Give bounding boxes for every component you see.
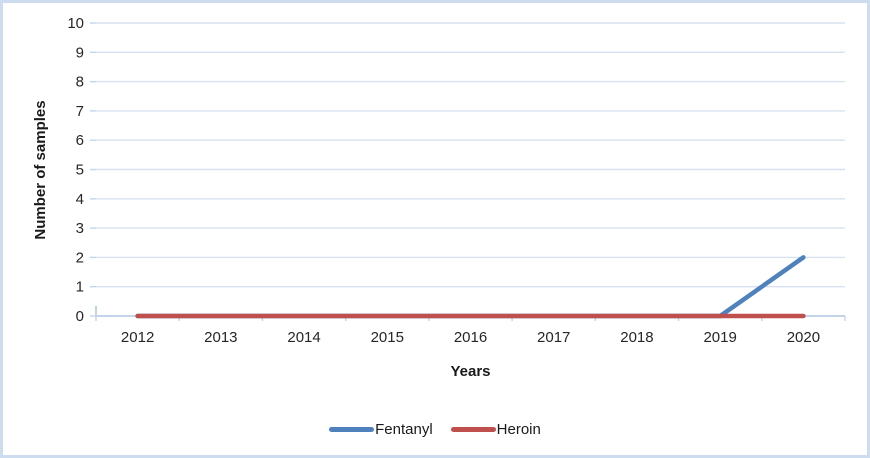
x-tick-label: 2017 bbox=[537, 329, 570, 346]
x-tick-label: 2018 bbox=[620, 329, 653, 346]
y-tick-label: 10 bbox=[67, 15, 84, 32]
legend-label: Heroin bbox=[496, 420, 541, 438]
y-tick-label: 0 bbox=[76, 308, 84, 325]
x-tick-label: 2020 bbox=[787, 329, 820, 346]
legend-item-fentanyl: Fentanyl bbox=[329, 421, 433, 438]
legend-swatch-heroin bbox=[450, 426, 496, 432]
legend-item-heroin: Heroin bbox=[450, 420, 541, 438]
chart-legend: Fentanyl Heroin bbox=[3, 418, 867, 440]
y-tick-label: 5 bbox=[76, 162, 84, 179]
legend-label: Fentanyl bbox=[375, 420, 433, 438]
y-tick-label: 4 bbox=[76, 191, 84, 208]
x-tick-label: 2019 bbox=[703, 329, 736, 346]
y-axis-title: Number of samples bbox=[32, 100, 49, 240]
x-axis-title: Years bbox=[450, 363, 491, 380]
x-tick-label: 2012 bbox=[121, 329, 154, 346]
legend-swatch-fentanyl bbox=[329, 426, 375, 432]
y-tick-label: 7 bbox=[76, 103, 84, 120]
y-tick-label: 9 bbox=[76, 44, 84, 61]
y-tick-label: 3 bbox=[76, 220, 84, 237]
y-tick-label: 1 bbox=[76, 279, 84, 296]
line-chart-plot: 0 1 2 3 4 5 6 7 8 9 10 2012 2013 2014 2015 2016 2017 2018… bbox=[67, 15, 846, 346]
y-tick-label: 8 bbox=[76, 74, 84, 91]
x-tick-label: 2015 bbox=[371, 329, 404, 346]
x-tick-label: 2013 bbox=[204, 329, 237, 346]
y-tick-label: 6 bbox=[76, 132, 84, 149]
x-tick-label: 2014 bbox=[287, 329, 320, 346]
x-tick-label: 2016 bbox=[454, 329, 487, 346]
y-tick-label: 2 bbox=[76, 249, 84, 266]
